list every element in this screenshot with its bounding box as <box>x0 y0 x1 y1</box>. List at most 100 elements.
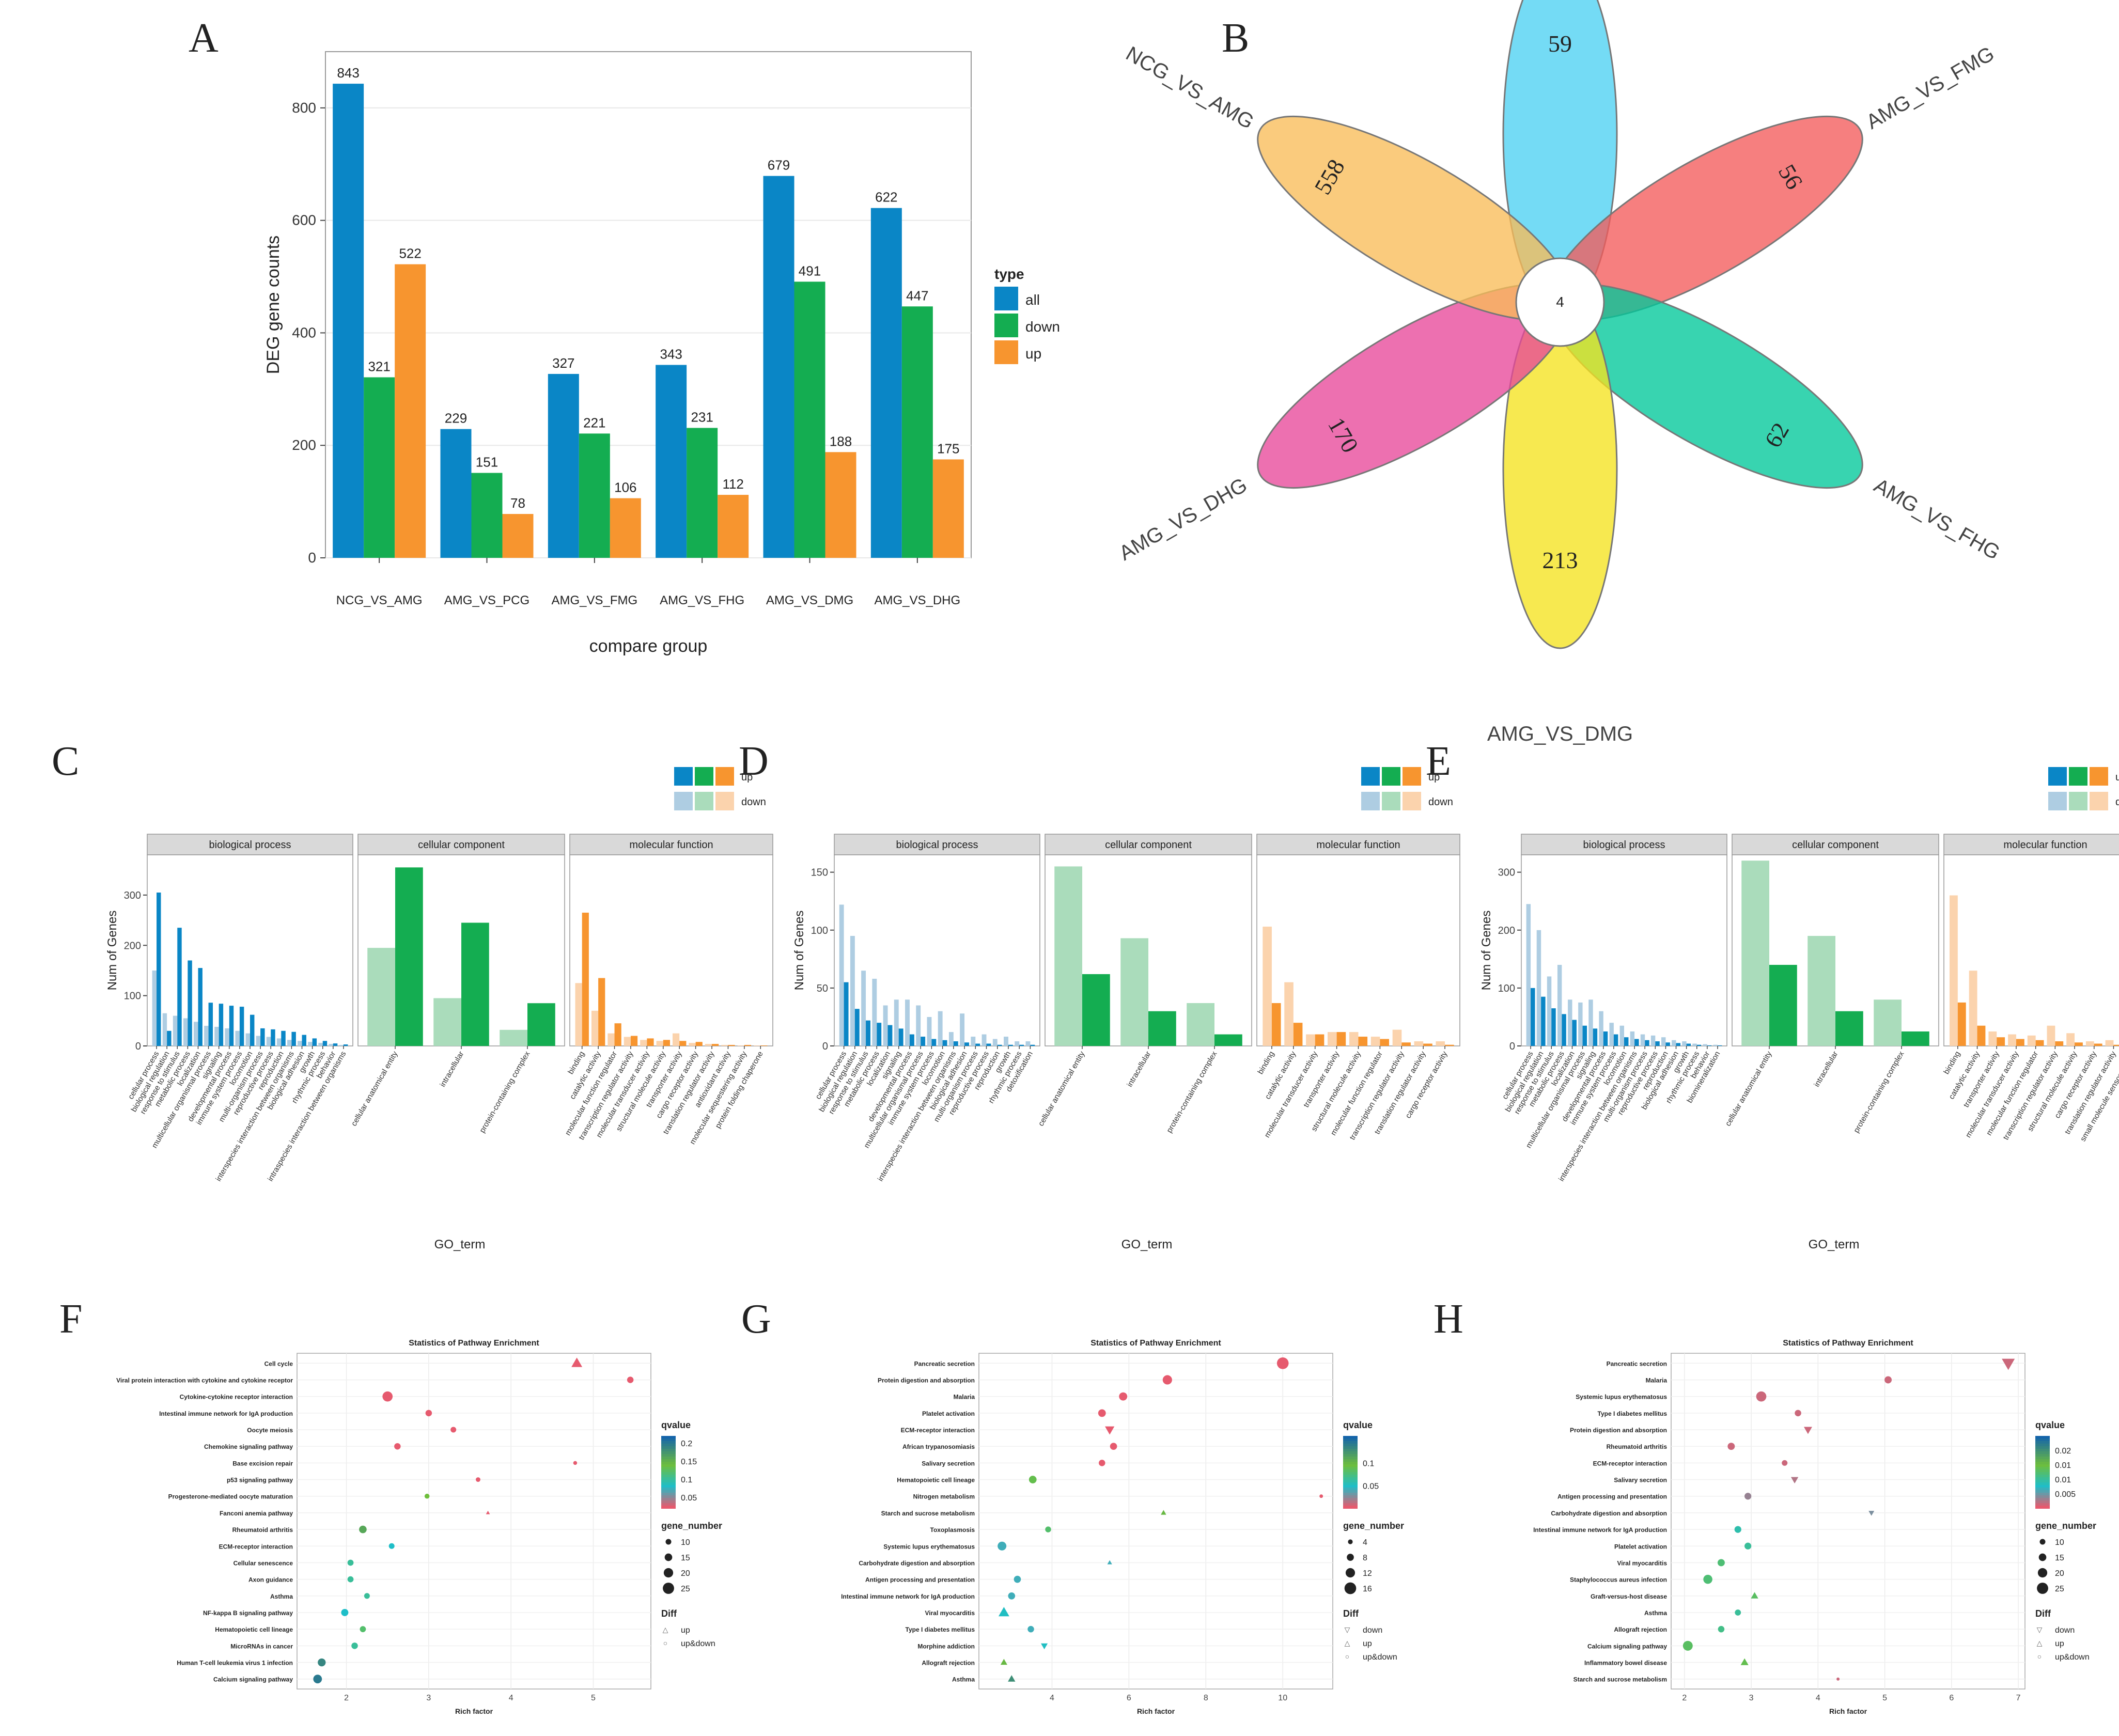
bar-down <box>1015 1041 1020 1046</box>
bar-up <box>1082 974 1110 1046</box>
bar-down <box>839 904 844 1046</box>
legend-gradient <box>661 1459 676 1462</box>
legend-gradient <box>661 1469 676 1473</box>
bar-up <box>1696 1044 1702 1046</box>
legend-shape-key: ○ <box>2037 1652 2042 1661</box>
pathway-label: Viral myocarditis <box>1617 1559 1668 1567</box>
legend-gradient <box>1343 1459 1358 1462</box>
bar-up <box>2113 1044 2119 1046</box>
enrichment-point-up <box>998 1607 1009 1617</box>
legend-label: 10 <box>2055 1538 2064 1547</box>
bar-down <box>575 983 582 1046</box>
legend-label: up <box>2115 772 2119 783</box>
bar-value-label: 843 <box>337 65 359 81</box>
x-tick-label: 8 <box>1204 1694 1208 1702</box>
bar-up <box>921 1037 926 1046</box>
pathway-label: Fanconi anemia pathway <box>220 1510 293 1517</box>
enrichment-point <box>1110 1443 1117 1450</box>
legend-key-up <box>1403 767 1421 786</box>
bar-down <box>339 1045 344 1046</box>
legend-gradient <box>2035 1485 2050 1488</box>
bar-up <box>2035 1040 2044 1046</box>
enrichment-point <box>1119 1392 1128 1401</box>
legend-gradient <box>661 1475 676 1478</box>
pathway-label: Axon guidance <box>248 1576 293 1584</box>
legend-label: up <box>681 1626 690 1635</box>
bar-down <box>1609 1023 1614 1046</box>
bar-up <box>219 1004 224 1046</box>
legend-gradient <box>2035 1441 2050 1444</box>
bar-down <box>1703 1044 1707 1046</box>
enrichment-point <box>1703 1574 1712 1584</box>
enrichment-point <box>382 1391 393 1402</box>
panel-h-enrichment: Statistics of Pathway Enrichment 2 3 4 5 6 7 Pa… <box>1533 1339 2096 1715</box>
bar-up <box>712 1044 719 1046</box>
bar-down <box>1650 1035 1656 1046</box>
panel-letter: G <box>741 1296 771 1342</box>
panel-d-go-chart: 0 50 100 150 Num of Genes biological process c… <box>792 767 1460 1252</box>
legend-shape-key: ○ <box>663 1639 667 1647</box>
enrichment-point <box>450 1427 457 1433</box>
enrichment-point <box>1795 1410 1801 1417</box>
legend-label: 0.02 <box>2055 1447 2071 1456</box>
pathway-label: Intestinal immune network for IgA produc… <box>1533 1526 1667 1534</box>
legend-gradient <box>661 1488 676 1491</box>
bar-up <box>695 1042 703 1046</box>
x-tick-label: 5 <box>1882 1694 1887 1702</box>
bar-all <box>763 176 794 558</box>
bar-up <box>1423 1043 1432 1046</box>
enrichment-point <box>1735 1609 1741 1616</box>
legend-key-down <box>1361 792 1380 810</box>
bar-up <box>322 1041 328 1046</box>
legend-gradient <box>2035 1454 2050 1457</box>
legend-shape-key: ▽ <box>1345 1625 1350 1634</box>
bar-down <box>1808 935 1835 1046</box>
enrichment-point-up <box>486 1510 490 1514</box>
enrichment-point <box>1744 1542 1752 1550</box>
bar-down <box>737 1045 744 1046</box>
bar-down <box>471 473 503 558</box>
legend-gradient <box>661 1467 676 1470</box>
x-axis-title: GO_term <box>1809 1238 1860 1252</box>
bar-down <box>927 1016 932 1046</box>
bar-down <box>1306 1034 1315 1046</box>
x-tick-label: AMG_VS_PCG <box>444 593 529 607</box>
enrichment-point <box>347 1576 354 1583</box>
legend-key <box>994 340 1018 364</box>
bar-all <box>333 84 364 558</box>
x-tick-label: AMG_VS_DHG <box>874 593 960 607</box>
pathway-label: p53 signaling pathway <box>227 1477 293 1484</box>
enrichment-point <box>1744 1493 1752 1500</box>
legend-label: 0.005 <box>2055 1490 2076 1499</box>
bar-up <box>395 867 423 1046</box>
legend-label: 0.01 <box>2055 1461 2071 1470</box>
legend-gradient <box>1343 1506 1358 1509</box>
bar-up <box>198 968 202 1046</box>
legend-gradient <box>1343 1475 1358 1478</box>
bar-up <box>1562 1014 1566 1046</box>
legend-key-up <box>695 767 713 786</box>
pathway-label: Human T-cell leukemia virus 1 infection <box>177 1660 293 1667</box>
bar-down <box>1672 1040 1676 1046</box>
pathway-label: Platelet activation <box>1614 1543 1667 1550</box>
bar-down <box>2105 1040 2114 1046</box>
legend-gradient <box>2035 1446 2050 1449</box>
legend-label: up&down <box>681 1639 715 1648</box>
legend-key-down <box>674 792 693 810</box>
legend-key <box>994 287 1018 310</box>
legend-gradient <box>661 1438 676 1442</box>
legend-title: gene_number <box>1343 1521 1404 1531</box>
pathway-label: Hematopoietic cell lineage <box>215 1626 293 1633</box>
bar-down <box>266 1037 271 1046</box>
legend-gradient <box>661 1498 676 1501</box>
bar-up <box>250 1014 255 1046</box>
bar-up <box>167 1030 172 1046</box>
legend-gradient <box>661 1500 676 1504</box>
bar-up <box>953 1041 958 1046</box>
legend-label: 25 <box>681 1585 690 1593</box>
enrichment-point <box>1782 1460 1788 1466</box>
bar-up <box>271 1029 275 1046</box>
bar-up <box>647 1038 654 1046</box>
bar-down <box>1557 965 1562 1046</box>
x-tick-label: 3 <box>1749 1694 1754 1702</box>
